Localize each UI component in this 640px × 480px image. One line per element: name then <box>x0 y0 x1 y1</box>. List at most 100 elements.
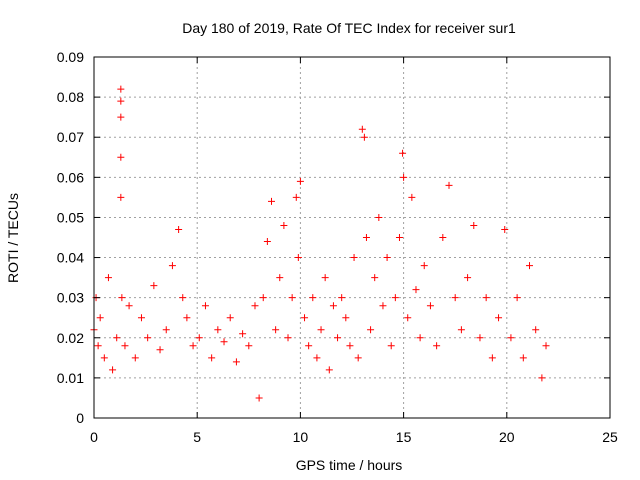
data-point <box>276 274 284 282</box>
data-point <box>232 358 240 366</box>
data-point <box>201 302 209 310</box>
data-point <box>313 354 321 362</box>
data-point <box>288 294 296 302</box>
data-point <box>360 133 368 141</box>
data-point <box>334 334 342 342</box>
data-point <box>420 262 428 270</box>
data-point <box>501 225 509 233</box>
data-point <box>301 314 309 322</box>
data-point <box>404 314 412 322</box>
data-point <box>433 342 441 350</box>
data-point <box>220 338 228 346</box>
data-point <box>189 342 197 350</box>
y-tick-label: 0.05 <box>57 209 84 225</box>
data-point <box>245 342 253 350</box>
data-point <box>371 274 379 282</box>
data-point <box>439 234 447 241</box>
data-point <box>408 193 416 201</box>
data-point <box>96 314 104 322</box>
data-point <box>117 153 125 161</box>
data-point <box>156 346 164 354</box>
x-tick-label: 25 <box>602 429 618 445</box>
data-point <box>399 149 407 157</box>
data-point <box>451 294 459 302</box>
data-point <box>109 366 117 374</box>
data-point <box>457 326 465 334</box>
y-tick-label: 0.03 <box>57 290 84 306</box>
data-point <box>350 254 358 262</box>
data-point <box>362 234 370 241</box>
data-point <box>329 302 337 310</box>
data-point <box>226 314 234 322</box>
data-point <box>526 262 534 270</box>
y-tick-label: 0.08 <box>57 89 84 105</box>
data-point <box>251 302 259 310</box>
data-point <box>391 294 399 302</box>
data-point <box>296 177 304 185</box>
data-point <box>131 354 139 362</box>
data-point <box>488 354 496 362</box>
data-point <box>416 334 424 342</box>
data-point <box>358 125 366 133</box>
data-point <box>259 294 267 302</box>
data-point <box>117 97 125 105</box>
data-point <box>412 286 420 294</box>
data-point <box>519 354 527 362</box>
data-point <box>367 326 375 334</box>
data-point <box>395 234 403 241</box>
data-point <box>379 302 387 310</box>
data-point <box>94 342 102 350</box>
y-tick-label: 0 <box>76 410 84 426</box>
data-point <box>272 326 280 334</box>
data-point <box>179 294 187 302</box>
axis-ticks: 0 5 10 15 20 25 0 0.01 0.02 0.03 0.04 0.05 0.06 0.07 0… <box>57 49 618 445</box>
data-point <box>175 225 183 233</box>
data-point <box>208 354 216 362</box>
data-point <box>354 354 362 362</box>
plot-frame <box>93 56 611 419</box>
data-point <box>214 326 222 334</box>
data-point <box>168 262 176 270</box>
data-point <box>387 342 395 350</box>
y-tick-label: 0.07 <box>57 129 84 145</box>
data-point <box>117 193 125 201</box>
data-point <box>284 334 292 342</box>
data-point <box>470 221 478 229</box>
data-point <box>400 173 408 181</box>
data-point <box>144 334 152 342</box>
data-point <box>113 334 121 342</box>
data-point <box>542 342 550 350</box>
data-point <box>239 330 247 338</box>
data-point <box>346 342 354 350</box>
data-point <box>137 314 145 322</box>
y-tick-label: 0.06 <box>57 169 84 185</box>
data-point <box>100 354 108 362</box>
data-point <box>513 294 521 302</box>
data-point <box>532 326 540 334</box>
x-tick-label: 10 <box>293 429 309 445</box>
data-point <box>482 294 490 302</box>
data-point <box>162 326 170 334</box>
data-point <box>118 294 126 302</box>
data-point <box>321 274 329 282</box>
x-tick-label: 5 <box>193 429 201 445</box>
data-point <box>464 274 472 282</box>
data-point <box>117 85 125 93</box>
data-point <box>538 374 546 382</box>
data-point <box>305 342 313 350</box>
x-axis-label: GPS time / hours <box>296 457 403 473</box>
y-tick-label: 0.02 <box>57 330 84 346</box>
data-point <box>507 334 515 342</box>
x-tick-label: 0 <box>90 429 98 445</box>
data-point <box>268 197 276 205</box>
data-point <box>309 294 317 302</box>
y-tick-label: 0.01 <box>57 370 84 386</box>
data-point <box>476 334 484 342</box>
data-point <box>125 302 133 310</box>
data-point <box>426 302 434 310</box>
data-point <box>317 326 325 334</box>
x-tick-label: 15 <box>396 429 412 445</box>
data-point <box>342 314 350 322</box>
data-point <box>280 221 288 229</box>
